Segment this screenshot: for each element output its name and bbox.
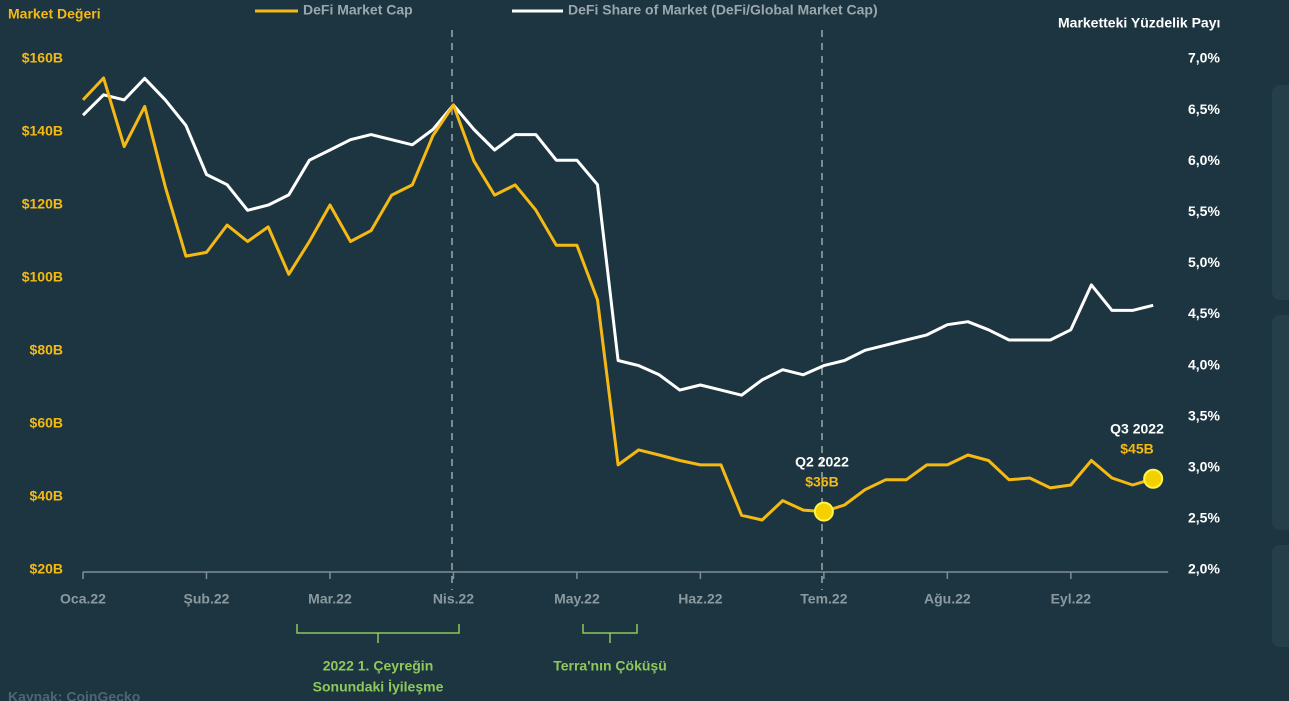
x-tick-label: Mar.22 — [308, 591, 352, 607]
x-tick-label: Haz.22 — [678, 591, 723, 607]
y2-tick-label: 4,0% — [1188, 356, 1220, 372]
highlight-dot — [1143, 468, 1164, 489]
annotation: Q2 2022 — [795, 454, 849, 470]
y-tick-label: $80B — [30, 342, 63, 358]
y2-axis-title: Marketteki Yüzdelik Payı — [1058, 15, 1220, 31]
highlight-dot — [813, 501, 834, 522]
y-tick-label: $40B — [30, 488, 63, 504]
y-tick-label: $140B — [22, 123, 63, 139]
y2-tick-label: 7,0% — [1188, 50, 1220, 66]
y2-tick-label: 5,0% — [1188, 254, 1220, 270]
annotation: Sonundaki İyileşme — [313, 679, 444, 695]
x-tick-label: Ağu.22 — [924, 591, 971, 607]
y-axis-title: Market Değeri — [8, 6, 101, 22]
y2-tick-label: 3,5% — [1188, 407, 1220, 423]
annotation: Q3 2022 — [1110, 421, 1164, 437]
x-tick-label: Nis.22 — [433, 591, 474, 607]
y2-tick-label: 5,5% — [1188, 203, 1220, 219]
x-tick-label: Eyl.22 — [1051, 591, 1092, 607]
x-tick-label: Oca.22 — [60, 591, 106, 607]
y2-tick-label: 4,5% — [1188, 305, 1220, 321]
annotation: $36B — [805, 474, 838, 490]
y2-tick-label: 2,5% — [1188, 510, 1220, 526]
annotation: Terra'nın Çöküşü — [553, 658, 667, 674]
series-line — [81, 76, 1154, 397]
y-tick-label: $100B — [22, 269, 63, 285]
legend-label: DeFi Market Cap — [303, 2, 413, 18]
annotation: 2022 1. Çeyreğin — [323, 658, 434, 674]
side-panel — [1272, 545, 1289, 647]
y-tick-label: $20B — [30, 561, 63, 577]
side-panel — [1272, 85, 1289, 300]
x-tick-label: Tem.22 — [800, 591, 847, 607]
y-tick-label: $120B — [22, 196, 63, 212]
y-tick-label: $160B — [22, 50, 63, 66]
x-tick-label: May.22 — [554, 591, 600, 607]
bracket — [296, 624, 460, 643]
x-tick-label: Şub.22 — [184, 591, 230, 607]
legend-label: DeFi Share of Market (DeFi/Global Market… — [568, 2, 878, 18]
y2-tick-label: 6,0% — [1188, 152, 1220, 168]
side-panel — [1272, 315, 1289, 530]
y2-tick-label: 2,0% — [1188, 561, 1220, 577]
source: Kaynak: CoinGecko — [8, 689, 140, 701]
bracket — [582, 624, 638, 643]
series-line — [81, 76, 1154, 522]
y-tick-label: $60B — [30, 415, 63, 431]
y2-tick-label: 3,0% — [1188, 459, 1220, 475]
annotation: $45B — [1120, 441, 1153, 457]
y2-tick-label: 6,5% — [1188, 101, 1220, 117]
